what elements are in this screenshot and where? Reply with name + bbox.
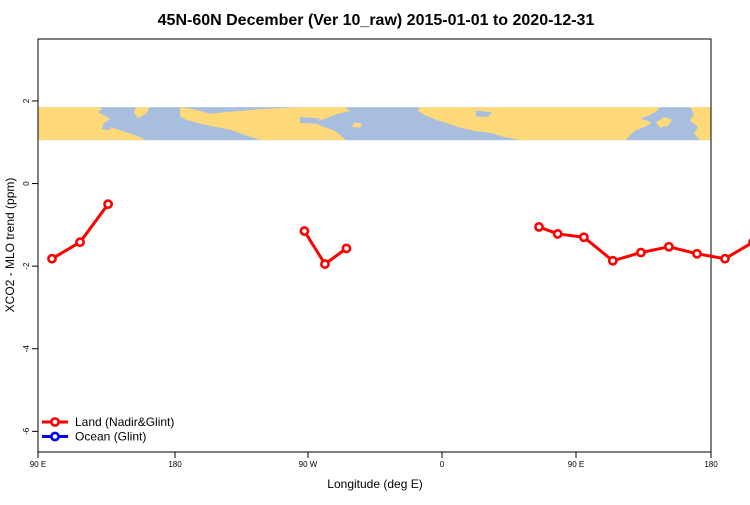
- series-line: [538, 225, 750, 263]
- data-point: [664, 241, 674, 252]
- plot-area: 90 E 180 90 W 0 90 E 180 2 0 -2 -4 -6: [22, 38, 750, 469]
- y-tick-label: 0: [22, 181, 31, 186]
- data-point: [578, 232, 589, 243]
- series-line: [51, 203, 110, 261]
- data-point: [534, 222, 544, 232]
- y-tick-label: -2: [22, 262, 31, 270]
- x-tick-label: 90 E: [568, 460, 584, 469]
- map-land: [690, 107, 711, 141]
- y-tick-label: -6: [22, 427, 31, 435]
- data-point: [103, 199, 114, 210]
- data-point: [552, 229, 563, 239]
- map-sea: [476, 110, 492, 118]
- map-land: [180, 107, 350, 141]
- map-land: [38, 107, 146, 141]
- map-land: [656, 117, 672, 128]
- y-axis: 2 0 -2 -4 -6: [22, 98, 38, 435]
- x-axis: 90 E 180 90 W 0 90 E 180: [30, 452, 718, 469]
- x-axis-label: Longitude (deg E): [327, 477, 422, 491]
- data-point: [692, 248, 702, 259]
- data-point: [720, 253, 730, 264]
- map-land: [352, 122, 362, 128]
- data-point: [341, 243, 352, 254]
- legend-item: Ocean (Glint): [42, 430, 146, 444]
- legend-swatch-marker: [50, 417, 60, 427]
- series-line: [303, 230, 348, 267]
- x-tick-label: 0: [440, 460, 445, 469]
- map-land: [134, 107, 150, 119]
- map-sea: [300, 117, 320, 124]
- x-tick-label: 180: [704, 460, 718, 469]
- map-sea: [430, 126, 454, 136]
- y-tick-label: -4: [22, 345, 31, 353]
- series-land-nadir-glint-: [47, 199, 750, 269]
- data-point: [635, 247, 646, 258]
- legend-label: Ocean (Glint): [75, 430, 146, 444]
- x-tick-label: 180: [168, 460, 182, 469]
- data-point: [47, 253, 57, 264]
- data-point: [607, 255, 618, 266]
- x-tick-label: 90 W: [299, 460, 318, 469]
- legend-label: Land (Nadir&Glint): [75, 415, 174, 429]
- y-tick-label: 2: [22, 98, 31, 103]
- y-axis-label: XCO2 - MLO trend (ppm): [3, 178, 17, 313]
- x-tick-label: 90 E: [30, 460, 46, 469]
- chart-title: 45N-60N December (Ver 10_raw) 2015-01-01…: [158, 12, 595, 29]
- data-point: [320, 259, 330, 269]
- data-point: [299, 226, 310, 236]
- data-point: [75, 237, 85, 248]
- legend-swatch-marker: [50, 431, 60, 442]
- legend: Land (Nadir&Glint)Ocean (Glint): [42, 415, 174, 444]
- world-map-band: [38, 107, 711, 141]
- plot-frame: [37, 38, 712, 453]
- legend-item: Land (Nadir&Glint): [42, 415, 174, 429]
- map-sea: [102, 122, 112, 131]
